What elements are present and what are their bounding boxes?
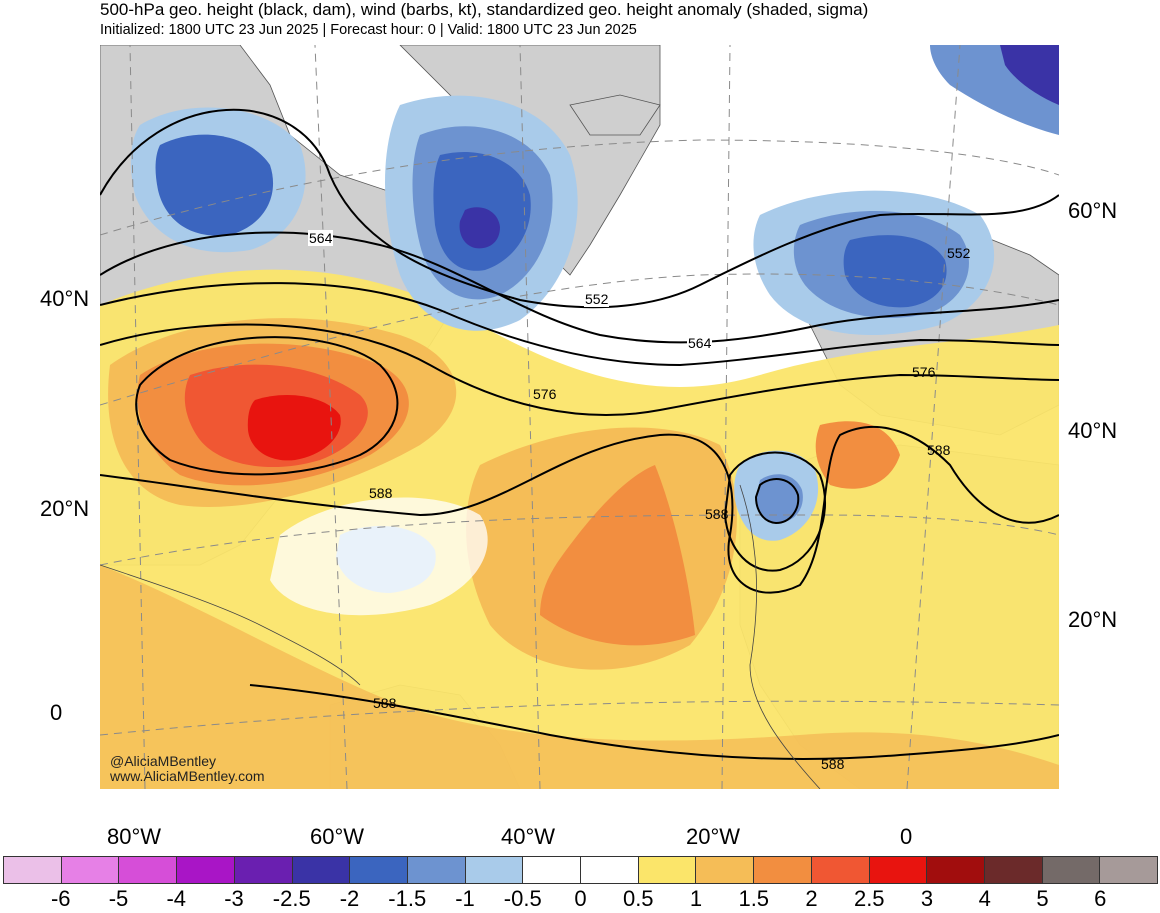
colorbar-tick-label: 1 xyxy=(689,886,703,911)
lat-label-right: 20°N xyxy=(1068,607,1118,632)
colorbar-swatch xyxy=(927,857,985,883)
credit-website[interactable]: www.AliciaMBentley.com xyxy=(110,768,265,784)
graticule xyxy=(100,45,1059,789)
colorbar-tick-label: -1 xyxy=(455,886,475,911)
anomaly-iberia-warm xyxy=(815,421,900,489)
colorbar-tick-label: -2 xyxy=(339,886,360,911)
map-panel[interactable]: 564 552 564 576 576 588 588 588 588 552 … xyxy=(100,45,1059,789)
anomaly-trough-labrador-4 xyxy=(459,207,500,249)
anomaly-tropical-neg-1 xyxy=(270,497,488,616)
colorbar-swatch xyxy=(523,857,582,883)
credit-handle: @AliciaMBentley xyxy=(110,753,217,769)
chart-title: 500-hPa geo. height (black, dam), wind (… xyxy=(100,0,869,19)
colorbar-tick-label: 0.5 xyxy=(622,886,654,911)
colorbar-tick-label: -6 xyxy=(50,886,71,911)
colorbar-tick-label: -3 xyxy=(224,886,244,911)
contour-label: 588 xyxy=(927,442,951,458)
contour-570 xyxy=(100,282,1059,367)
colorbar-tick-label: -1.5 xyxy=(388,886,427,911)
lon-label: 60°W xyxy=(310,824,365,849)
colorbar-tick-label: -2.5 xyxy=(272,886,311,911)
colorbar-swatch xyxy=(407,857,466,883)
colorbar-tick-label: -5 xyxy=(108,886,129,911)
colorbar-tick-label: -0.5 xyxy=(503,886,542,911)
contour-588-atl xyxy=(100,426,1059,594)
colorbar-swatch xyxy=(119,857,178,883)
contour-cutoff-outer xyxy=(723,451,826,572)
colorbar-swatch xyxy=(1042,857,1101,883)
lat-label-right: 40°N xyxy=(1068,418,1118,443)
contour-564 xyxy=(100,231,1059,344)
contour-label: 564 xyxy=(308,230,334,246)
colorbar-swatch xyxy=(581,857,639,883)
contour-label: 576 xyxy=(533,386,557,402)
anomaly-trough-scandinavia-3 xyxy=(843,235,947,308)
colorbar-tick-label: 4 xyxy=(978,886,991,911)
colorbar-tick-label: 2 xyxy=(805,886,818,911)
colorbar-swatch xyxy=(177,857,235,883)
anomaly-positive-south xyxy=(100,565,1059,789)
colorbar-tick-label: 5 xyxy=(1036,886,1049,911)
contour-label: 552 xyxy=(584,291,610,307)
colorbar-tick-label: 3 xyxy=(920,886,934,911)
contour-552 xyxy=(100,108,1059,309)
colorbar-tick-label: 1.5 xyxy=(738,886,770,911)
anomaly-cutoff-low-2 xyxy=(756,474,803,523)
coastlines xyxy=(100,484,821,789)
colorbar-swatch xyxy=(984,857,1043,883)
colorbar-tick-label: -4 xyxy=(166,886,187,911)
height-contours xyxy=(100,108,1059,760)
map-canvas xyxy=(100,45,1059,789)
colorbar-swatch xyxy=(350,857,408,883)
colorbar-swatch xyxy=(869,857,928,883)
colorbar xyxy=(3,856,1158,884)
anomaly-trough-arctic-2 xyxy=(1000,45,1059,105)
colorbar-swatch xyxy=(696,857,755,883)
colorbar-swatch xyxy=(292,857,351,883)
contour-label: 576 xyxy=(912,364,936,380)
colorbar-tick-label: 6 xyxy=(1094,886,1107,911)
chart-subtitle: Initialized: 1800 UTC 23 Jun 2025 | Fore… xyxy=(100,22,637,38)
colorbar-swatch xyxy=(4,857,62,883)
colorbar-swatch xyxy=(811,857,870,883)
contour-576 xyxy=(100,323,1059,416)
anomaly-ridge-us-4 xyxy=(247,395,341,461)
land-iceland xyxy=(569,94,661,136)
contour-588-us xyxy=(135,336,399,476)
colorbar-swatch xyxy=(61,857,120,883)
contour-cutoff-inner xyxy=(754,478,800,525)
lat-label-left: 20°N xyxy=(40,496,90,521)
contour-label: 552 xyxy=(947,245,971,261)
anomaly-shading xyxy=(100,45,1059,789)
lat-label-right: 60°N xyxy=(1068,198,1118,223)
anomaly-atlantic-warm-2 xyxy=(540,465,695,646)
colorbar-swatch xyxy=(754,857,812,883)
contour-label: 588 xyxy=(373,695,397,711)
contour-label: 588 xyxy=(821,756,845,772)
lat-label-left: 0 xyxy=(50,700,63,725)
contour-label: 588 xyxy=(369,485,393,501)
contour-label: 564 xyxy=(687,335,713,351)
colorbar-swatch xyxy=(638,857,697,883)
contour-label: 588 xyxy=(705,506,729,522)
colorbar-swatch xyxy=(1100,857,1158,883)
colorbar-swatch xyxy=(465,857,524,883)
lat-label-left: 40°N xyxy=(40,286,90,311)
anomaly-trough-hudson-2 xyxy=(155,134,274,236)
contour-588-south xyxy=(249,684,1059,760)
lon-label: 0 xyxy=(900,824,913,849)
colorbar-swatch xyxy=(234,857,293,883)
lon-label: 20°W xyxy=(686,824,741,849)
lon-label: 40°W xyxy=(501,824,556,849)
colorbar-tick-label: 2.5 xyxy=(853,886,885,911)
lon-label: 80°W xyxy=(107,824,162,849)
colorbar-tick-label: 0 xyxy=(574,886,587,911)
